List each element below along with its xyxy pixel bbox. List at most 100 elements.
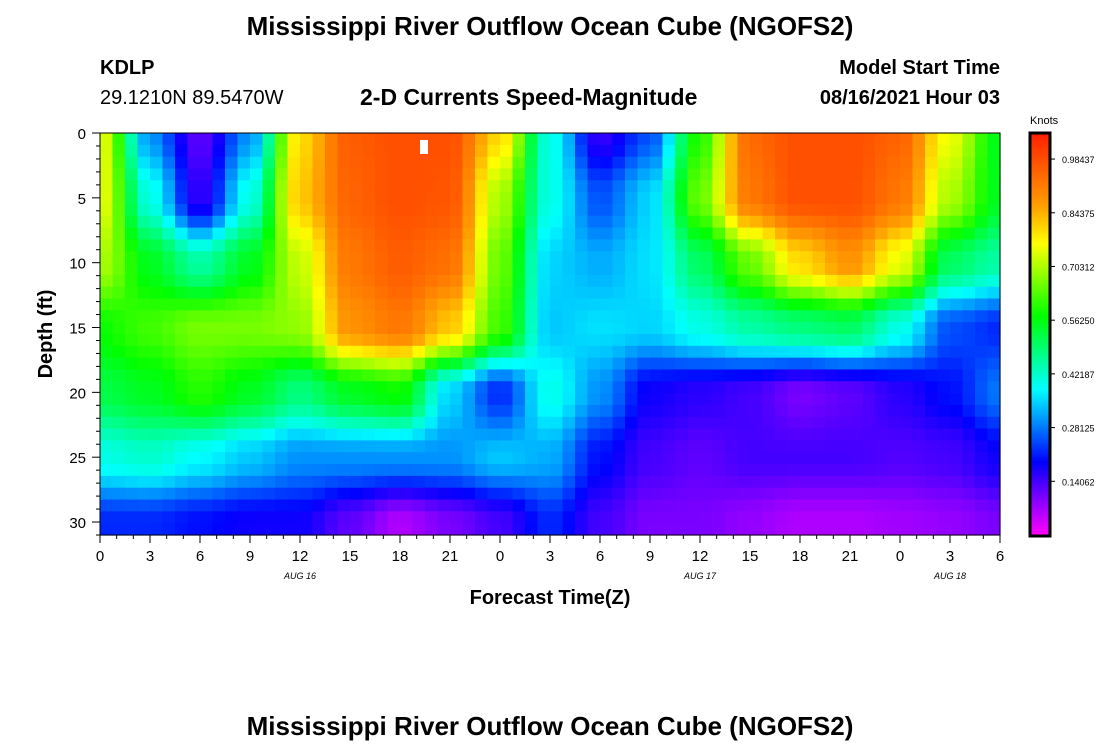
heatmap-cell bbox=[125, 274, 139, 288]
heatmap-cell bbox=[687, 168, 701, 181]
heatmap-cell bbox=[812, 369, 826, 382]
heatmap-cell bbox=[675, 334, 689, 347]
heatmap-cell bbox=[550, 334, 564, 347]
heatmap-cell bbox=[487, 180, 501, 193]
heatmap-cell bbox=[912, 239, 926, 252]
heatmap-cell bbox=[750, 475, 764, 489]
heatmap-cell bbox=[912, 251, 926, 264]
heatmap-cell bbox=[250, 133, 264, 146]
heatmap-cell bbox=[937, 133, 951, 146]
heatmap-cell bbox=[712, 416, 726, 430]
heatmap-cell bbox=[762, 334, 776, 347]
heatmap-cell bbox=[762, 168, 776, 181]
heatmap-cell bbox=[950, 523, 964, 536]
heatmap-cell bbox=[575, 428, 589, 442]
heatmap-cell bbox=[287, 381, 301, 394]
heatmap-cell bbox=[475, 263, 489, 276]
heatmap-cell bbox=[412, 334, 426, 347]
heatmap-cell bbox=[112, 393, 126, 406]
heatmap-cell bbox=[750, 310, 764, 323]
heatmap-cell bbox=[437, 156, 451, 170]
heatmap-cell bbox=[400, 144, 414, 158]
heatmap-cell bbox=[437, 192, 451, 205]
x-tick-label: 3 bbox=[546, 548, 554, 565]
heatmap-cell bbox=[550, 404, 564, 418]
heatmap-cell bbox=[962, 263, 976, 276]
heatmap-cell bbox=[237, 523, 251, 536]
heatmap-cell bbox=[487, 215, 501, 229]
heatmap-cell bbox=[937, 487, 951, 501]
heatmap-cell bbox=[837, 192, 851, 205]
heatmap-cell bbox=[375, 215, 389, 229]
heatmap-cell bbox=[375, 203, 389, 217]
heatmap-cell bbox=[200, 203, 214, 217]
heatmap-cell bbox=[700, 523, 714, 536]
x-tick-label: 6 bbox=[596, 548, 604, 565]
heatmap-cell bbox=[350, 156, 364, 170]
heatmap-cell bbox=[300, 404, 314, 418]
heatmap-cell bbox=[900, 144, 914, 158]
heatmap-cell bbox=[512, 156, 526, 170]
heatmap-cell bbox=[825, 357, 839, 371]
heatmap-cell bbox=[325, 322, 339, 335]
heatmap-cell bbox=[337, 156, 351, 170]
heatmap-cell bbox=[787, 156, 801, 170]
heatmap-cell bbox=[462, 203, 476, 217]
heatmap-cell bbox=[350, 523, 364, 536]
heatmap-cell bbox=[575, 511, 589, 524]
heatmap-cell bbox=[900, 215, 914, 229]
heatmap-cell bbox=[262, 239, 276, 252]
missing-data-marker bbox=[420, 140, 428, 154]
heatmap-cell bbox=[912, 404, 926, 418]
heatmap-cell bbox=[550, 168, 564, 181]
heatmap-cell bbox=[887, 251, 901, 264]
heatmap-cell bbox=[162, 523, 176, 536]
heatmap-cell bbox=[325, 404, 339, 418]
heatmap-cell bbox=[962, 227, 976, 241]
heatmap-cell bbox=[162, 404, 176, 418]
heatmap-cell bbox=[950, 475, 964, 489]
heatmap-cell bbox=[900, 203, 914, 217]
heatmap-cell bbox=[950, 369, 964, 382]
heatmap-cell bbox=[537, 487, 551, 501]
heatmap-cell bbox=[950, 180, 964, 193]
heatmap-cell bbox=[375, 357, 389, 371]
heatmap-cell bbox=[412, 180, 426, 193]
heatmap-cell bbox=[212, 322, 226, 335]
heatmap-cell bbox=[762, 428, 776, 442]
heatmap-cell bbox=[237, 416, 251, 430]
heatmap-cell bbox=[737, 393, 751, 406]
heatmap-cell bbox=[300, 239, 314, 252]
heatmap-cell bbox=[575, 322, 589, 335]
heatmap-cell bbox=[450, 381, 464, 394]
heatmap-cell bbox=[575, 416, 589, 430]
heatmap-cell bbox=[662, 251, 676, 264]
heatmap-cell bbox=[575, 523, 589, 536]
heatmap-cell bbox=[862, 239, 876, 252]
heatmap-cell bbox=[350, 428, 364, 442]
heatmap-cell bbox=[450, 144, 464, 158]
heatmap-cell bbox=[825, 239, 839, 252]
heatmap-cell bbox=[550, 487, 564, 501]
heatmap-cell bbox=[925, 251, 939, 264]
heatmap-cell bbox=[912, 286, 926, 300]
heatmap-cell bbox=[362, 215, 376, 229]
heatmap-cell bbox=[787, 286, 801, 300]
heatmap-cell bbox=[887, 416, 901, 430]
heatmap-cell bbox=[562, 298, 576, 311]
heatmap-cell bbox=[200, 404, 214, 418]
heatmap-cell bbox=[750, 133, 764, 146]
heatmap-cell bbox=[787, 203, 801, 217]
heatmap-cell bbox=[875, 251, 889, 264]
heatmap-cell bbox=[712, 203, 726, 217]
heatmap-cell bbox=[975, 251, 989, 264]
heatmap-cell bbox=[237, 239, 251, 252]
heatmap-cell bbox=[925, 192, 939, 205]
heatmap-cell bbox=[575, 487, 589, 501]
heatmap-cell bbox=[187, 263, 201, 276]
heatmap-cell bbox=[687, 263, 701, 276]
heatmap-cell bbox=[512, 239, 526, 252]
heatmap-cell bbox=[550, 203, 564, 217]
heatmap-cell bbox=[625, 192, 639, 205]
heatmap-cell bbox=[200, 416, 214, 430]
